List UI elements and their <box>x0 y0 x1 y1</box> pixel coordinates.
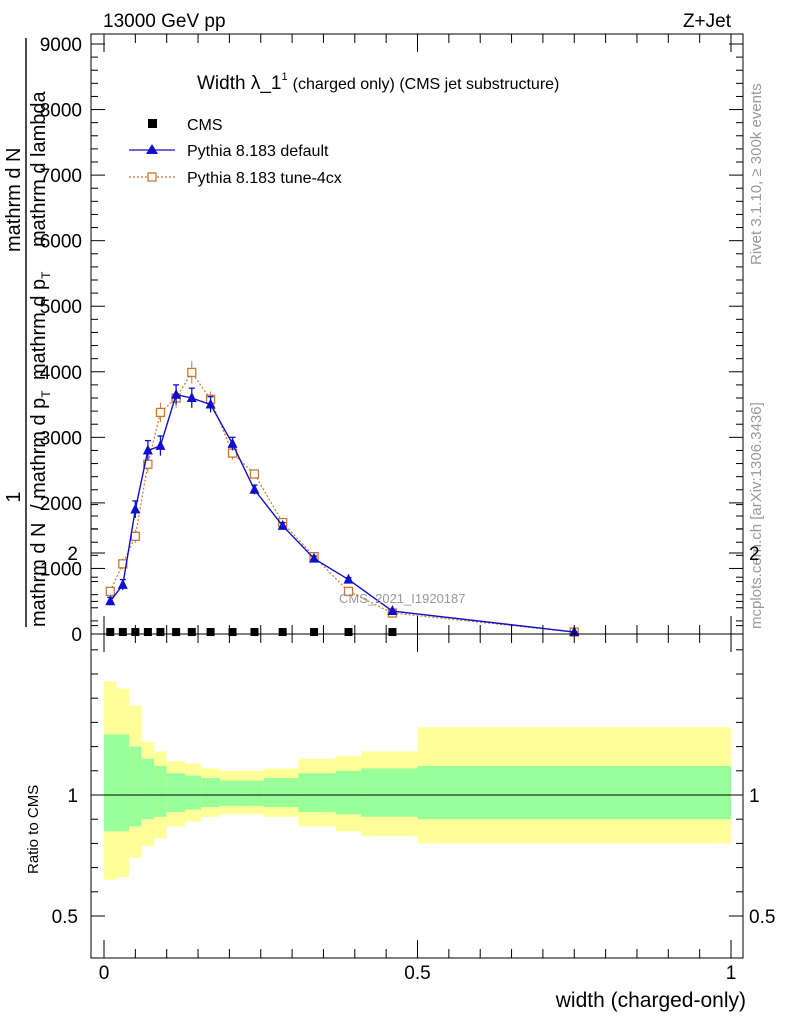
mcplots-label: mcplots.cern.ch [arXiv:1306.3436] <box>748 402 765 629</box>
y-label-part2: / mathrm d pT <box>28 390 53 510</box>
pythia-default-point <box>227 437 238 448</box>
cms-data-point <box>310 628 319 637</box>
plot-title-suffix: (charged only) (CMS jet substructure) <box>293 76 560 93</box>
pythia-default-point <box>186 392 197 402</box>
ratio-inner-band <box>104 734 117 832</box>
cms-data-point <box>118 628 127 637</box>
tune-4cx-point <box>187 367 197 378</box>
y-tick-label: 9000 <box>40 35 82 56</box>
cms-data-point <box>344 628 353 637</box>
ratio-y-tick-label: 0.5 <box>52 907 78 928</box>
pythia-default-point <box>142 444 153 455</box>
main-plot: 0 1000 2000 3000 4000 5000 6000 7000 8000 9000 <box>40 33 744 646</box>
ratio-y-tick-label: 2 <box>67 544 78 565</box>
x-tick-label: 0.5 <box>404 963 430 984</box>
pythia-default-point <box>171 388 182 399</box>
ratio-y-tick-label: 1 <box>67 786 78 807</box>
pythia-default-point <box>130 503 141 514</box>
ratio-inner-band <box>166 773 186 812</box>
legend-cms-label: CMS <box>187 117 223 134</box>
x-axis-label: width (charged-only) <box>555 989 746 1012</box>
y-tick-label: 4000 <box>40 363 82 384</box>
tune-4cx-point <box>343 586 354 597</box>
cms-data-point <box>278 628 287 637</box>
plot-title-main: Width λ_1 <box>197 73 281 94</box>
legend-tune-marker <box>147 172 157 182</box>
rivet-label: Rivet 3.1.10, ≥ 300k events <box>748 83 765 265</box>
x-tick-label: 0 <box>99 963 110 984</box>
x-tick-label: 1 <box>726 963 737 984</box>
ratio-plot: 0.5 0.5 1 1 2 2 <box>52 504 775 959</box>
pythia-default-point <box>155 439 166 450</box>
tune-4cx-point <box>155 407 166 418</box>
ratio-inner-band <box>219 780 246 806</box>
y-label-part4: mathrm d pT <box>28 271 53 380</box>
cms-data-point <box>156 628 165 637</box>
y-tick-label: 5000 <box>40 297 82 318</box>
pythia-default-point <box>105 595 116 606</box>
y-tick-label: 6000 <box>40 232 82 253</box>
cms-data-point <box>143 628 152 637</box>
y-tick-label: 1000 <box>40 559 82 580</box>
cms-data-point <box>206 628 215 637</box>
plot-title-sup: 1 <box>281 71 287 83</box>
y-tick-label: 0 <box>71 625 82 646</box>
ratio-inner-band <box>417 765 731 820</box>
y-tick-label: 7000 <box>40 166 82 187</box>
ratio-inner-band <box>245 780 264 806</box>
cms-data-point <box>250 628 259 637</box>
y-tick-label: 2000 <box>40 494 82 515</box>
legend-default-label: Pythia 8.183 default <box>187 143 329 160</box>
cms-data-point <box>172 628 181 637</box>
ratio-inner-band <box>201 778 220 808</box>
y-tick-label: 3000 <box>40 428 82 449</box>
ratio-inner-band <box>141 758 155 820</box>
plot-title: Width λ_11 (charged only) (CMS jet substr… <box>197 71 559 94</box>
y-label-part1: mathrm d N <box>28 523 50 627</box>
pythia-default-point <box>277 519 288 530</box>
ratio-inner-band <box>335 770 362 815</box>
pythia-default-point <box>343 573 354 584</box>
ratio-inner-band <box>298 773 336 812</box>
ratio-inner-band <box>129 746 142 827</box>
analysis-watermark: CMS_2021_I1920187 <box>339 591 466 606</box>
y-tick-label: 8000 <box>40 101 82 122</box>
cms-data-point <box>388 628 397 637</box>
cms-data-point <box>187 628 196 637</box>
pythia-default-point <box>387 605 398 616</box>
ratio-axis-label: Ratio to CMS <box>25 785 42 874</box>
legend-cms-marker <box>148 119 157 128</box>
pythia-default-point <box>309 552 320 563</box>
legend-default-marker <box>146 144 158 154</box>
ratio-inner-band <box>361 768 418 817</box>
ratio-y-tick-label-right: 2 <box>749 544 760 565</box>
cms-data-point <box>106 628 115 637</box>
legend: CMS Pythia 8.183 default Pythia 8.183 tu… <box>129 117 342 187</box>
y-label-numerator: 1 <box>3 491 25 502</box>
ratio-y-tick-label-right: 1 <box>749 786 760 807</box>
tune-4cx-point <box>249 469 260 479</box>
pythia-default-point <box>205 398 216 409</box>
pythia-default-point <box>117 578 128 589</box>
cms-data-point <box>228 628 237 637</box>
pythia-default-point <box>249 483 260 494</box>
ratio-inner-band <box>185 775 202 810</box>
tune-4cx-point <box>105 586 115 597</box>
tune-4cx-point <box>130 531 141 541</box>
ratio-inner-band <box>154 765 167 817</box>
collision-label: 13000 GeV pp <box>103 11 226 32</box>
ratio-inner-band <box>263 778 299 808</box>
ratio-inner-band <box>116 734 130 832</box>
process-label: Z+Jet <box>683 11 732 32</box>
legend-tune-label: Pythia 8.183 tune-4cx <box>187 170 342 187</box>
y-label-part5: mathrm d lambda <box>28 91 50 247</box>
ratio-y-tick-label-right: 0.5 <box>749 907 775 928</box>
y-axis-label: 1 mathrm d N / mathrm d pT mathrm d N ma… <box>3 38 53 627</box>
y-label-part3: mathrm d N <box>3 148 25 252</box>
